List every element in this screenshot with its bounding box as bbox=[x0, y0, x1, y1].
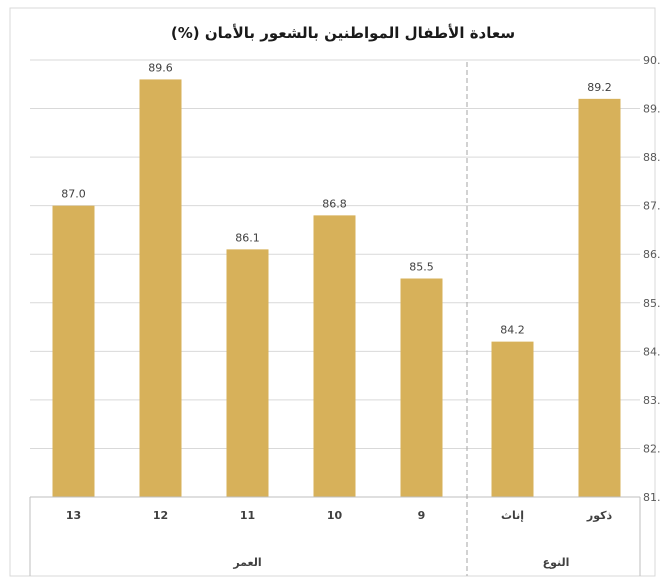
data-label: 85.5 bbox=[409, 261, 434, 274]
data-label: 84.2 bbox=[500, 324, 525, 337]
y-tick-label: 81.0 bbox=[643, 491, 660, 504]
chart-title: سعادة الأطفال المواطنين بالشعور بالأمان … bbox=[171, 24, 515, 42]
y-tick-label: 83.0 bbox=[643, 394, 660, 407]
data-label: 89.2 bbox=[587, 81, 612, 94]
data-labels: 87.0 89.6 86.1 86.8 85.5 84.2 89.2 bbox=[61, 61, 612, 336]
category-label: 12 bbox=[153, 509, 168, 522]
category-axis: 13 12 11 10 9 العمر إناث ذكور النوع bbox=[29, 62, 641, 576]
y-axis-ticks: 81.0 82.0 83.0 84.0 85.0 86.0 87.0 88.0 89.0 90.0 bbox=[643, 54, 660, 504]
bar bbox=[578, 98, 621, 497]
y-tick-label: 88.0 bbox=[643, 151, 660, 164]
y-tick-label: 86.0 bbox=[643, 248, 660, 261]
bar bbox=[52, 205, 95, 497]
data-label: 86.8 bbox=[322, 197, 347, 210]
data-label: 89.6 bbox=[148, 61, 173, 74]
group-label: النوع bbox=[543, 556, 570, 569]
data-label: 86.1 bbox=[235, 231, 260, 244]
y-tick-label: 85.0 bbox=[643, 297, 660, 310]
bar bbox=[400, 278, 443, 497]
category-label: إناث bbox=[501, 509, 524, 522]
category-label: 10 bbox=[327, 509, 343, 522]
y-tick-label: 89.0 bbox=[643, 103, 660, 116]
data-label: 87.0 bbox=[61, 188, 86, 201]
gridlines bbox=[30, 59, 640, 449]
bars bbox=[52, 79, 621, 497]
bar bbox=[313, 215, 356, 497]
y-tick-label: 90.0 bbox=[643, 54, 660, 67]
y-tick-label: 84.0 bbox=[643, 345, 660, 358]
y-tick-label: 87.0 bbox=[643, 200, 660, 213]
category-label: 13 bbox=[66, 509, 81, 522]
bar bbox=[139, 79, 182, 497]
y-tick-label: 82.0 bbox=[643, 442, 660, 455]
group-label: العمر bbox=[232, 556, 261, 569]
bar bbox=[226, 249, 269, 497]
category-label: ذكور bbox=[586, 509, 613, 522]
category-label: 9 bbox=[418, 509, 426, 522]
bar bbox=[491, 341, 534, 497]
category-label: 11 bbox=[240, 509, 255, 522]
